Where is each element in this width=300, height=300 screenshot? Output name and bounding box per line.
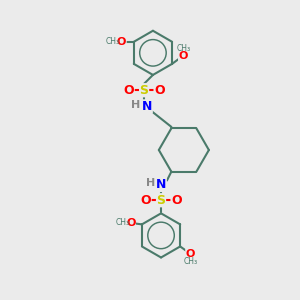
Text: CH₃: CH₃ <box>106 37 120 46</box>
Text: O: O <box>126 218 135 228</box>
Text: O: O <box>171 194 182 207</box>
Text: O: O <box>154 84 165 97</box>
Text: O: O <box>178 51 188 61</box>
Text: S: S <box>157 194 166 207</box>
Text: S: S <box>140 84 148 97</box>
Text: N: N <box>142 100 152 113</box>
Text: H: H <box>146 178 155 188</box>
Text: N: N <box>156 178 166 191</box>
Text: CH₃: CH₃ <box>116 218 130 227</box>
Text: CH₃: CH₃ <box>176 44 190 53</box>
Text: O: O <box>186 249 195 259</box>
Text: O: O <box>117 37 126 47</box>
Text: O: O <box>124 84 134 97</box>
Text: O: O <box>140 194 151 207</box>
Text: CH₃: CH₃ <box>183 257 197 266</box>
Text: H: H <box>131 100 140 110</box>
